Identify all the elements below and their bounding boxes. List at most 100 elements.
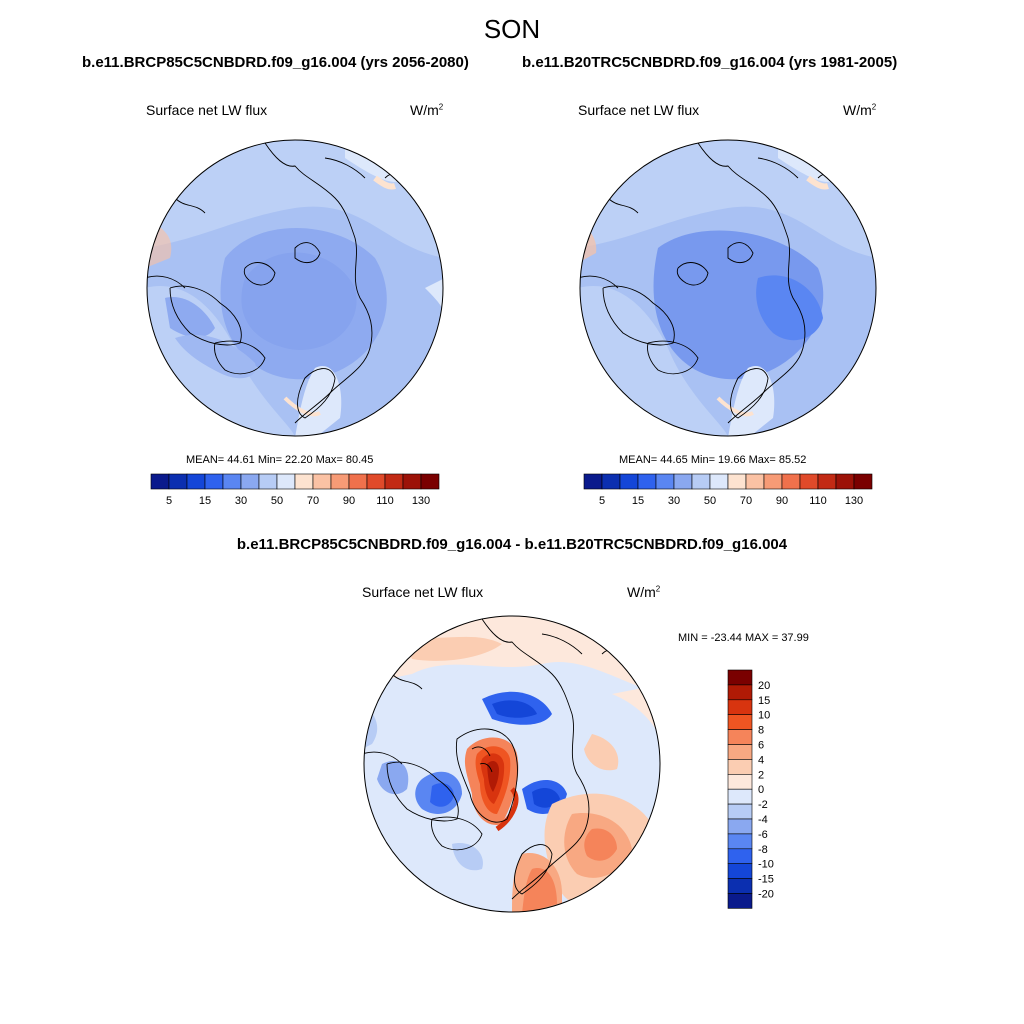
colorbar-label: 15	[199, 495, 211, 507]
colorbar-label: -2	[758, 799, 768, 811]
colorbar-swatch	[727, 788, 753, 805]
colorbar-label: 50	[271, 495, 283, 507]
colorbar-swatch	[186, 473, 206, 490]
colorbar-swatch	[420, 473, 440, 490]
colorbar-swatch	[727, 473, 747, 490]
colorbar-swatch	[727, 699, 753, 715]
colorbar-label: 10	[758, 710, 770, 722]
colorbar-label: 110	[809, 495, 827, 507]
colorbar-swatch	[294, 473, 314, 490]
colorbar-label: 30	[235, 495, 247, 507]
colorbar-label: 15	[632, 495, 644, 507]
colorbar-swatch	[312, 473, 332, 490]
colorbar-label: 90	[776, 495, 788, 507]
panel-diff-variable: Surface net LW flux	[362, 584, 484, 600]
colorbar-label: 20	[758, 680, 770, 692]
panel-right-stats: MEAN= 44.65 Min= 19.66 Max= 85.52	[619, 454, 807, 466]
colorbar-swatch	[817, 473, 837, 490]
colorbar-swatch	[727, 669, 753, 686]
panel-left-variable: Surface net LW flux	[146, 102, 268, 118]
colorbar-label: 5	[166, 495, 172, 507]
colorbar-swatch	[240, 473, 260, 490]
colorbar-swatch	[727, 818, 753, 835]
season-title: SON	[483, 14, 541, 44]
colorbar-right: 5 15 30 50 70 90 110 130	[583, 473, 873, 518]
panel-left-stats: MEAN= 44.61 Min= 22.20 Max= 80.45	[186, 454, 374, 466]
colorbar-swatch	[745, 473, 765, 490]
colorbar-label: 15	[758, 695, 770, 707]
colorbar-swatch	[691, 473, 711, 490]
colorbar-swatch	[655, 473, 675, 490]
colorbar-swatch	[402, 473, 422, 490]
colorbar-swatch	[727, 759, 753, 775]
colorbar-label: -20	[758, 889, 774, 901]
colorbar-swatch	[583, 473, 603, 490]
colorbar-swatch	[204, 473, 224, 490]
colorbar-swatch	[727, 878, 753, 894]
colorbar-label: 70	[307, 495, 319, 507]
colorbar-swatch	[763, 473, 783, 490]
colorbar-label: 0	[758, 784, 764, 796]
colorbar-swatch	[799, 473, 819, 490]
case-title-right: b.e11.B20TRC5CNBDRD.f09_g16.004 (yrs 198…	[522, 54, 898, 71]
colorbar-label: 110	[376, 495, 394, 507]
colorbar-label: -10	[758, 859, 774, 871]
colorbar-label: 130	[845, 495, 863, 507]
colorbar-swatch	[727, 893, 753, 909]
colorbar-swatch	[637, 473, 657, 490]
colorbar-label: -15	[758, 874, 774, 886]
colorbar-label: 5	[599, 495, 605, 507]
colorbar-label: 70	[740, 495, 752, 507]
colorbar-swatch	[673, 473, 693, 490]
panel-right-units: W/m2	[843, 102, 877, 118]
polar-map-difference	[363, 615, 661, 913]
colorbar-swatch	[727, 684, 753, 701]
colorbar-swatch	[619, 473, 639, 490]
colorbar-swatch	[330, 473, 350, 490]
colorbar-swatch	[727, 744, 753, 760]
diff-title: b.e11.BRCP85C5CNBDRD.f09_g16.004 - b.e11…	[236, 536, 788, 553]
colorbar-swatch	[727, 848, 753, 865]
colorbar-swatch	[348, 473, 368, 490]
colorbar-label: 2	[758, 769, 764, 781]
colorbar-swatch	[727, 774, 753, 790]
colorbar-label: 6	[758, 740, 764, 752]
colorbar-label: -4	[758, 814, 768, 826]
colorbar-swatch	[222, 473, 242, 490]
colorbar-swatch	[727, 833, 753, 850]
colorbar-label: -6	[758, 829, 768, 841]
colorbar-swatch	[835, 473, 855, 490]
colorbar-svg: 5 15 30 50 70 90 110 130	[583, 473, 873, 507]
colorbar-swatch	[384, 473, 404, 490]
colorbar-swatch	[781, 473, 801, 490]
colorbar-label: 50	[704, 495, 716, 507]
colorbar-label: 130	[412, 495, 430, 507]
colorbar-left: 5 15 30 50 70 90 110 130	[150, 473, 440, 518]
colorbar-swatch	[727, 863, 753, 879]
panel-right-variable: Surface net LW flux	[578, 102, 700, 118]
panel-diff-units: W/m2	[627, 584, 661, 600]
colorbar-swatch	[853, 473, 873, 490]
colorbar-swatch	[727, 714, 753, 730]
polar-map-future	[146, 139, 444, 437]
colorbar-swatch	[727, 803, 753, 820]
polar-map-historical	[579, 139, 877, 437]
colorbar-label: 30	[668, 495, 680, 507]
colorbar-swatch	[150, 473, 170, 490]
colorbar-swatch	[366, 473, 386, 490]
colorbar-label: -8	[758, 844, 768, 856]
colorbar-swatch	[168, 473, 188, 490]
case-title-left: b.e11.BRCP85C5CNBDRD.f09_g16.004 (yrs 20…	[82, 54, 469, 71]
colorbar-swatch	[727, 729, 753, 745]
colorbar-swatch	[601, 473, 621, 490]
colorbar-swatch	[276, 473, 296, 490]
colorbar-svg: 5 15 30 50 70 90 110 130	[150, 473, 440, 507]
colorbar-difference: 20 15 10 8 6 4 2 0 -2 -4 -6 -8 -10 -15 -20	[727, 669, 807, 916]
colorbar-label: 8	[758, 725, 764, 737]
colorbar-swatch	[709, 473, 729, 490]
colorbar-label: 4	[758, 754, 764, 766]
panel-left-units: W/m2	[410, 102, 444, 118]
panel-diff-stats: MIN = -23.44 MAX = 37.99	[678, 632, 809, 644]
colorbar-swatch	[258, 473, 278, 490]
